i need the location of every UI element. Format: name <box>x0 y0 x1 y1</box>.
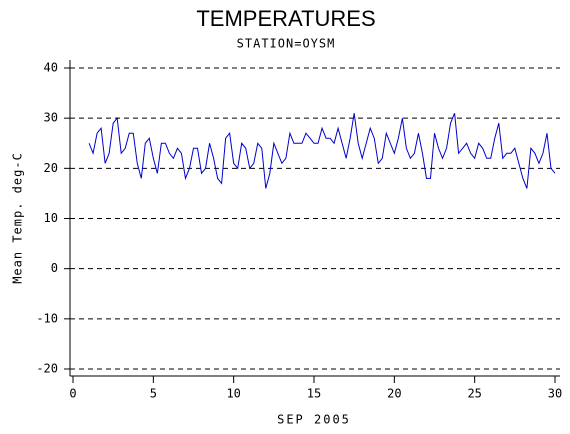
y-tick-label: -20 <box>36 362 58 376</box>
y-tick-label: -10 <box>36 311 58 325</box>
chart-subtitle: STATION=OYSM <box>237 37 336 51</box>
y-tick-label: 10 <box>44 211 58 225</box>
x-tick-label: 0 <box>69 387 76 401</box>
chart-title: TEMPERATURES <box>196 6 375 31</box>
x-axis-label: SEP 2005 <box>277 413 351 427</box>
y-tick-label: 20 <box>44 161 58 175</box>
x-tick-label: 20 <box>387 387 401 401</box>
y-tick-label: 0 <box>51 261 58 275</box>
x-tick-label: 25 <box>467 387 481 401</box>
x-tick-label: 15 <box>307 387 321 401</box>
x-tick-label: 5 <box>150 387 157 401</box>
x-tick-label: 10 <box>226 387 240 401</box>
y-tick-label: 30 <box>44 111 58 125</box>
data-line <box>88 112 556 189</box>
y-tick-label: 40 <box>44 61 58 75</box>
x-tick-label: 30 <box>548 387 562 401</box>
y-axis-label: Mean Temp. deg-C <box>11 152 25 284</box>
